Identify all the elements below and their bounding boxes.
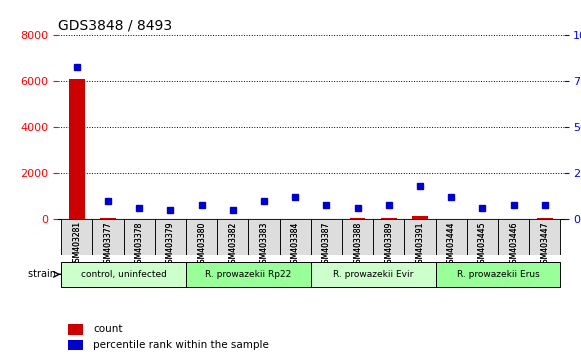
Text: GSM403391: GSM403391 (415, 221, 425, 268)
Text: GSM403387: GSM403387 (322, 221, 331, 268)
FancyBboxPatch shape (249, 219, 279, 255)
Text: GSM403384: GSM403384 (290, 221, 300, 268)
Bar (68, 324, 84, 335)
Text: count: count (94, 324, 123, 334)
FancyBboxPatch shape (311, 219, 342, 255)
Bar (69, 79, 85, 219)
Text: GSM403378: GSM403378 (135, 221, 144, 268)
FancyBboxPatch shape (186, 262, 311, 287)
FancyBboxPatch shape (186, 219, 217, 255)
FancyBboxPatch shape (217, 219, 249, 255)
Text: GSM403380: GSM403380 (197, 221, 206, 268)
FancyBboxPatch shape (155, 219, 186, 255)
Text: GSM403445: GSM403445 (478, 221, 487, 268)
Text: GSM403384: GSM403384 (290, 221, 300, 268)
Text: R. prowazekii Rp22: R. prowazekii Rp22 (205, 270, 292, 279)
FancyBboxPatch shape (498, 219, 529, 255)
Bar (100, 218, 116, 219)
Text: GSM403379: GSM403379 (166, 221, 175, 268)
Bar (381, 218, 397, 219)
Text: GSM403446: GSM403446 (509, 221, 518, 268)
Bar (350, 218, 365, 219)
Text: GSM403377: GSM403377 (103, 221, 113, 268)
Text: GSM403382: GSM403382 (228, 221, 237, 268)
Text: GSM403389: GSM403389 (385, 221, 393, 268)
FancyBboxPatch shape (404, 219, 436, 255)
Text: GSM403388: GSM403388 (353, 221, 362, 268)
Text: GSM403380: GSM403380 (197, 221, 206, 268)
Text: GSM403444: GSM403444 (447, 221, 456, 268)
Text: GSM403447: GSM403447 (540, 221, 550, 268)
FancyBboxPatch shape (467, 219, 498, 255)
FancyBboxPatch shape (373, 219, 404, 255)
Text: GSM403281: GSM403281 (72, 221, 81, 267)
Text: GSM403377: GSM403377 (103, 221, 113, 268)
Text: percentile rank within the sample: percentile rank within the sample (94, 340, 270, 350)
Text: GSM403446: GSM403446 (509, 221, 518, 268)
Text: GDS3848 / 8493: GDS3848 / 8493 (58, 19, 172, 33)
Text: GSM403444: GSM403444 (447, 221, 456, 268)
Text: R. prowazekii Erus: R. prowazekii Erus (457, 270, 539, 279)
Text: GSM403391: GSM403391 (415, 221, 425, 268)
Text: R. prowazekii Evir: R. prowazekii Evir (333, 270, 414, 279)
Text: GSM403383: GSM403383 (260, 221, 268, 268)
Text: GSM403383: GSM403383 (260, 221, 268, 268)
FancyBboxPatch shape (342, 219, 373, 255)
FancyBboxPatch shape (124, 219, 155, 255)
Text: GSM403281: GSM403281 (72, 221, 81, 267)
FancyBboxPatch shape (436, 219, 467, 255)
Text: GSM403379: GSM403379 (166, 221, 175, 268)
FancyBboxPatch shape (529, 219, 561, 255)
FancyBboxPatch shape (61, 262, 186, 287)
Bar (68, 340, 84, 350)
FancyBboxPatch shape (436, 262, 561, 287)
Text: GSM403447: GSM403447 (540, 221, 550, 268)
FancyBboxPatch shape (279, 219, 311, 255)
Text: GSM403388: GSM403388 (353, 221, 362, 268)
Bar (413, 217, 428, 219)
Text: GSM403382: GSM403382 (228, 221, 237, 268)
FancyBboxPatch shape (92, 219, 124, 255)
FancyBboxPatch shape (311, 262, 436, 287)
Text: GSM403378: GSM403378 (135, 221, 144, 268)
Text: GSM403387: GSM403387 (322, 221, 331, 268)
Text: strain: strain (28, 269, 59, 279)
Text: GSM403445: GSM403445 (478, 221, 487, 268)
Text: control, uninfected: control, uninfected (81, 270, 167, 279)
Bar (537, 218, 553, 219)
Text: GSM403389: GSM403389 (385, 221, 393, 268)
FancyBboxPatch shape (61, 219, 92, 255)
